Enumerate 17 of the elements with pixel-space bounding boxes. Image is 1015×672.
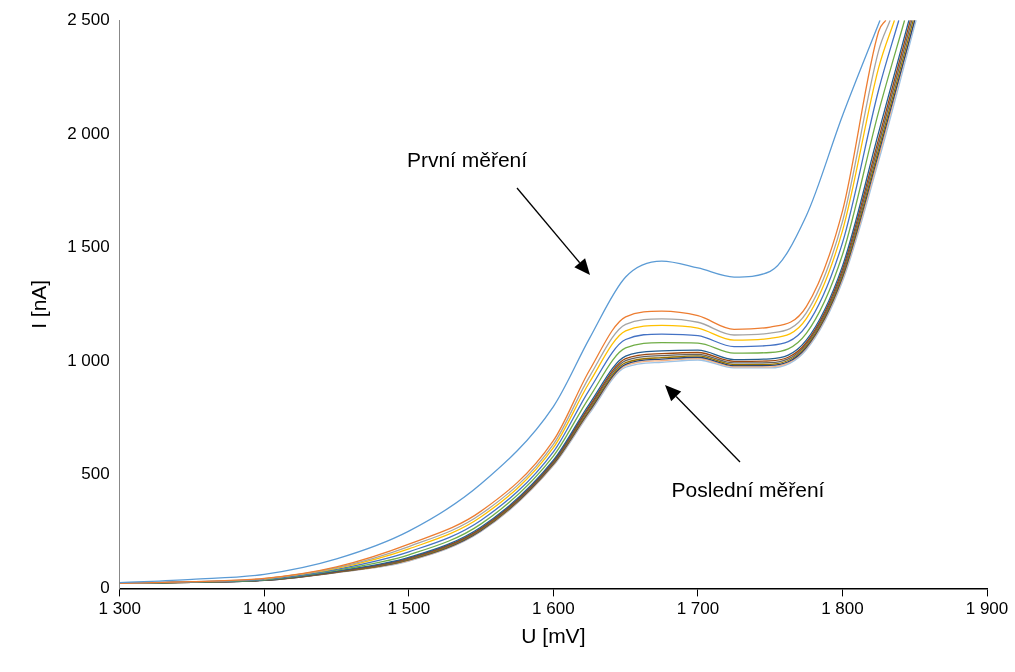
y-tick-label: 500 [81, 464, 110, 484]
x-axis-title: U [mV] [521, 624, 586, 648]
annotation: Poslední měření [671, 478, 825, 502]
x-tick-label: 1 500 [387, 599, 431, 619]
x-tick-label: 1 900 [965, 599, 1009, 619]
x-tick-label: 1 600 [532, 599, 575, 619]
x-tick-label: 1 300 [98, 599, 142, 619]
annotation: První měření [406, 148, 528, 172]
x-tick-label: 1 700 [676, 599, 720, 619]
x-tick-label: 1 400 [243, 599, 286, 619]
y-tick-label: 2 500 [67, 9, 110, 29]
x-tick-label: 1 800 [821, 599, 864, 619]
y-tick-label: 1 000 [67, 350, 110, 370]
y-tick-label: 1 500 [67, 237, 110, 257]
y-tick-label: 0 [100, 578, 110, 598]
y-tick-label: 2 000 [67, 123, 110, 143]
y-axis-title: I [nA] [27, 279, 51, 329]
